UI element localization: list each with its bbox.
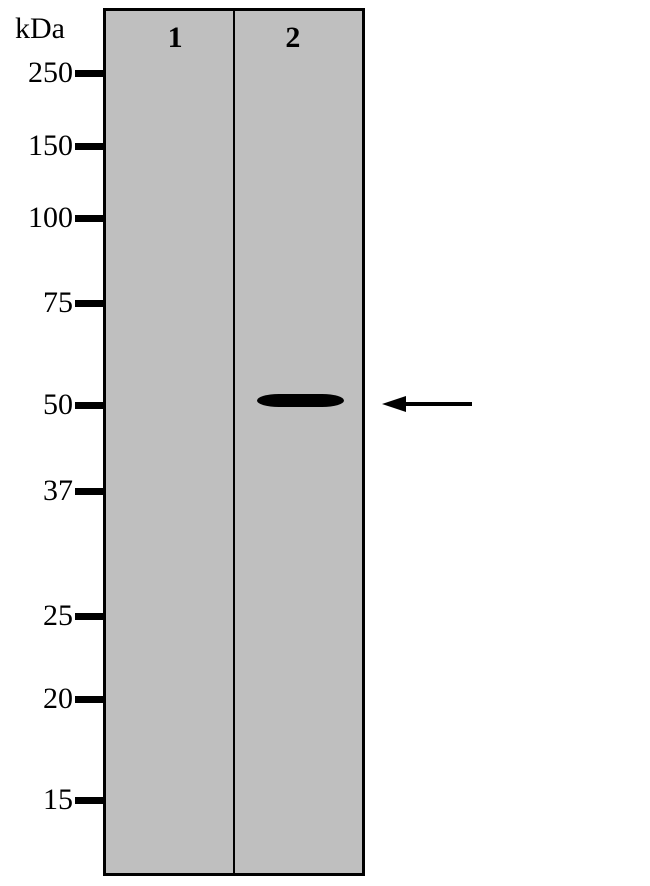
blot-inner: 12 [106, 11, 362, 873]
axis-unit-label: kDa [15, 12, 65, 46]
mw-tick-dash [75, 488, 103, 495]
mw-tick: 150 [15, 131, 103, 161]
mw-tick-dash [75, 70, 103, 77]
mw-tick-label: 100 [15, 201, 73, 235]
mw-tick-label: 50 [15, 388, 73, 422]
mw-tick-dash [75, 402, 103, 409]
mw-tick-label: 25 [15, 599, 73, 633]
band-arrow-icon [382, 395, 472, 413]
mw-tick: 50 [15, 390, 103, 420]
mw-tick-dash [75, 215, 103, 222]
mw-tick-dash [75, 300, 103, 307]
mw-tick-dash [75, 143, 103, 150]
mw-tick-label: 15 [15, 783, 73, 817]
mw-tick: 25 [15, 601, 103, 631]
protein-band [257, 394, 344, 407]
mw-tick-label: 37 [15, 474, 73, 508]
mw-tick-label: 75 [15, 286, 73, 320]
lane-label: 1 [168, 21, 183, 55]
mw-tick-label: 250 [15, 56, 73, 90]
lane-label: 2 [285, 21, 300, 55]
mw-tick-dash [75, 696, 103, 703]
mw-tick: 20 [15, 684, 103, 714]
mw-tick: 100 [15, 203, 103, 233]
mw-tick-dash [75, 613, 103, 620]
mw-tick: 250 [15, 58, 103, 88]
blot-canvas: kDa 250150100755037252015 12 [0, 0, 650, 886]
mw-tick-label: 20 [15, 682, 73, 716]
mw-tick: 75 [15, 288, 103, 318]
mw-tick: 15 [15, 785, 103, 815]
lane-divider [233, 11, 235, 873]
blot-membrane: 12 [103, 8, 365, 876]
mw-tick-dash [75, 797, 103, 804]
mw-tick: 37 [15, 476, 103, 506]
mw-tick-label: 150 [15, 129, 73, 163]
